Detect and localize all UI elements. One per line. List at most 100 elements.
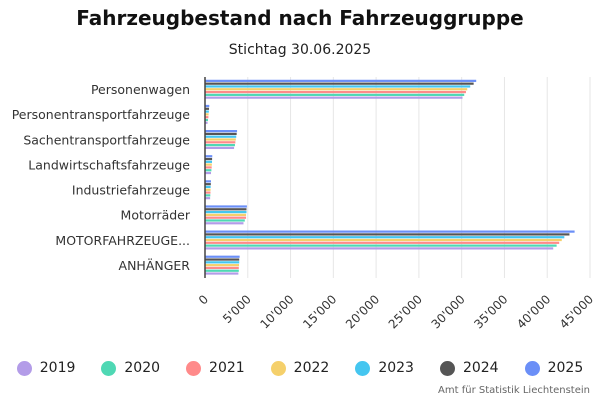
legend-dot-icon bbox=[186, 360, 202, 376]
bar-2020[interactable] bbox=[205, 169, 212, 172]
bar-2024[interactable] bbox=[205, 233, 570, 236]
bar-2024[interactable] bbox=[205, 258, 240, 261]
bar-2024[interactable] bbox=[205, 82, 474, 85]
bar-2022[interactable] bbox=[205, 238, 562, 242]
legend-item-2024[interactable]: 2024 bbox=[439, 360, 499, 376]
bar-2023[interactable] bbox=[205, 110, 209, 113]
bar-2021[interactable] bbox=[205, 241, 560, 244]
bar-2019[interactable] bbox=[205, 96, 463, 99]
category-label: Sachentransportfahrzeuge bbox=[23, 132, 190, 147]
bar-2024[interactable] bbox=[205, 183, 211, 186]
x-tick-label: 25'000 bbox=[386, 292, 425, 331]
legend-label: 2020 bbox=[124, 360, 161, 376]
bar-2025[interactable] bbox=[205, 255, 240, 258]
bar-2022[interactable] bbox=[205, 264, 240, 267]
bar-2021[interactable] bbox=[205, 266, 239, 270]
bar-2022[interactable] bbox=[205, 88, 468, 91]
bar-2020[interactable] bbox=[205, 93, 465, 96]
bar-2021[interactable] bbox=[205, 116, 209, 119]
legend-dot-icon bbox=[270, 360, 286, 376]
category-label: Personenwagen bbox=[91, 82, 190, 97]
bar-2025[interactable] bbox=[205, 205, 247, 208]
bar-2025[interactable] bbox=[205, 180, 211, 183]
bar-2022[interactable] bbox=[205, 113, 209, 116]
x-tick-label: 20'000 bbox=[343, 292, 382, 331]
bar-2019[interactable] bbox=[205, 171, 211, 175]
x-tick-label: 40'000 bbox=[514, 292, 553, 331]
legend-label: 2023 bbox=[378, 360, 414, 376]
x-tick-label: 0 bbox=[196, 292, 211, 307]
legend: 2019 2020 2021 2022 2023 2024 2025 bbox=[0, 360, 600, 376]
legend-label: 2025 bbox=[547, 360, 584, 376]
legend-item-2022[interactable]: 2022 bbox=[270, 360, 330, 376]
x-tick-label: 45'000 bbox=[557, 292, 596, 331]
bar-2022[interactable] bbox=[205, 138, 236, 141]
x-tick-label: 30'000 bbox=[429, 292, 468, 331]
bar-2025[interactable] bbox=[205, 79, 477, 82]
bar-2020[interactable] bbox=[205, 144, 235, 147]
bar-2019[interactable] bbox=[205, 146, 235, 150]
legend-item-2019[interactable]: 2019 bbox=[16, 360, 76, 376]
legend-dot-icon bbox=[439, 360, 455, 376]
legend-dot-icon bbox=[101, 360, 117, 376]
bar-2023[interactable] bbox=[205, 185, 211, 189]
bar-2024[interactable] bbox=[205, 107, 210, 110]
bar-2019[interactable] bbox=[205, 222, 244, 225]
bar-2020[interactable] bbox=[205, 244, 557, 247]
legend-item-2020[interactable]: 2020 bbox=[101, 360, 160, 376]
bar-2024[interactable] bbox=[205, 157, 213, 161]
bar-2023[interactable] bbox=[205, 85, 471, 88]
bar-2025[interactable] bbox=[205, 130, 238, 133]
legend-label: 2019 bbox=[39, 360, 76, 376]
bar-2019[interactable] bbox=[205, 247, 554, 250]
legend-dot-icon bbox=[16, 360, 32, 376]
legend-item-2025[interactable]: 2025 bbox=[524, 360, 584, 376]
legend-item-2023[interactable]: 2023 bbox=[355, 360, 414, 376]
bar-2023[interactable] bbox=[205, 210, 247, 214]
bar-2021[interactable] bbox=[205, 166, 212, 169]
bar-2023[interactable] bbox=[205, 236, 565, 239]
bar-2019[interactable] bbox=[205, 272, 239, 275]
bar-2021[interactable] bbox=[205, 216, 247, 219]
bar-2025[interactable] bbox=[205, 230, 575, 233]
category-label: Landwirtschaftsfahrzeuge bbox=[28, 157, 190, 172]
bar-2021[interactable] bbox=[205, 90, 466, 94]
bar-2021[interactable] bbox=[205, 141, 236, 144]
category-label: Motorräder bbox=[121, 208, 191, 223]
category-label: MOTORFAHRZEUGE... bbox=[55, 233, 190, 248]
bar-2019[interactable] bbox=[205, 197, 211, 200]
bar-2025[interactable] bbox=[205, 155, 213, 158]
bar-2022[interactable] bbox=[205, 163, 212, 166]
bar-2025[interactable] bbox=[205, 104, 210, 108]
legend-label: 2021 bbox=[209, 360, 245, 376]
category-label: Industriefahrzeuge bbox=[72, 183, 190, 198]
bar-2021[interactable] bbox=[205, 191, 211, 194]
bar-2022[interactable] bbox=[205, 213, 247, 216]
bar-2020[interactable] bbox=[205, 118, 208, 122]
legend-dot-icon bbox=[524, 360, 540, 376]
category-label: ANHÄNGER bbox=[119, 258, 191, 273]
bar-2023[interactable] bbox=[205, 261, 240, 264]
x-tick-label: 10'000 bbox=[257, 292, 296, 331]
chart-title: Fahrzeugbestand nach Fahrzeuggruppe bbox=[76, 6, 524, 30]
legend-label: 2022 bbox=[293, 360, 330, 376]
bar-chart: Personenwagen Personentransportfahrzeuge S… bbox=[12, 77, 596, 331]
bar-2020[interactable] bbox=[205, 269, 239, 272]
bar-2019[interactable] bbox=[205, 121, 208, 124]
bars bbox=[205, 79, 575, 275]
source-credit: Amt für Statistik Liechtenstein bbox=[438, 385, 590, 396]
bar-2023[interactable] bbox=[205, 160, 213, 163]
bar-2022[interactable] bbox=[205, 188, 211, 191]
category-labels: Personenwagen Personentransportfahrzeuge S… bbox=[12, 82, 191, 273]
legend-item-2021[interactable]: 2021 bbox=[186, 360, 245, 376]
x-tick-labels: 0 5'000 10'000 15'000 20'000 25'000 30'000 35'0… bbox=[196, 292, 596, 331]
legend-label: 2024 bbox=[462, 360, 499, 376]
bar-2023[interactable] bbox=[205, 135, 237, 138]
bar-2020[interactable] bbox=[205, 219, 245, 222]
bar-2024[interactable] bbox=[205, 132, 237, 136]
legend-dot-icon bbox=[355, 360, 371, 376]
bar-2024[interactable] bbox=[205, 208, 247, 211]
x-tick-label: 15'000 bbox=[300, 292, 339, 331]
bar-2020[interactable] bbox=[205, 194, 211, 197]
chart-subtitle: Stichtag 30.06.2025 bbox=[228, 42, 372, 58]
